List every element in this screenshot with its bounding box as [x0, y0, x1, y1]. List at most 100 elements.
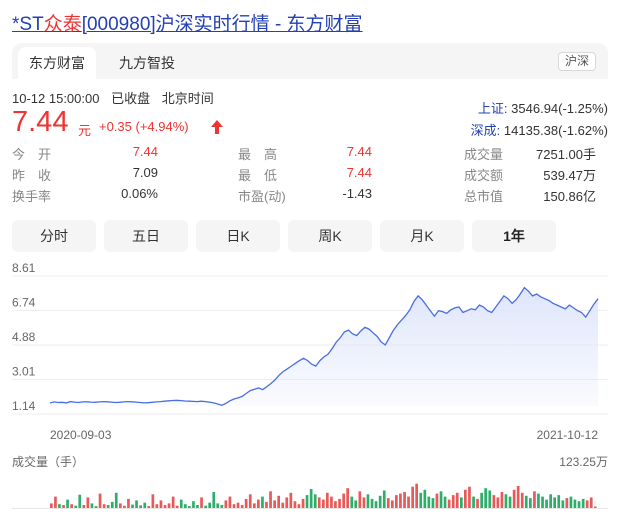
volume-bar	[309, 489, 313, 508]
stat-label: 最 高	[238, 147, 278, 162]
volume-bar	[419, 492, 423, 508]
y-tick-label: 3.01	[12, 365, 36, 379]
tab-intraday[interactable]: 分时	[12, 220, 96, 252]
volume-bar	[151, 494, 155, 508]
volume-bar	[533, 491, 536, 508]
stock-title-link[interactable]: *ST众泰[000980]沪深实时行情 - 东方财富	[12, 9, 363, 36]
tab-one-year[interactable]: 1年	[472, 220, 556, 252]
volume-bar	[139, 505, 142, 508]
stat-label: 今 开	[12, 147, 52, 162]
volume-bar	[240, 505, 244, 508]
volume-bar	[460, 497, 463, 508]
index-shenzhen: 深成: 14135.38(-1.62%)	[471, 120, 608, 139]
price-chart[interactable]: 8.61 6.74 4.88 3.01 1.14 2020-09-03 2021-10-…	[0, 258, 620, 444]
tab-weekly-k[interactable]: 周K	[288, 220, 372, 252]
volume-bar	[192, 501, 195, 508]
volume-bar	[208, 502, 211, 508]
stat-label: 总市值	[464, 189, 504, 204]
volume-bar	[561, 500, 565, 508]
volume-bar	[326, 492, 329, 508]
stats-row: 今 开 7.44 最 高 7.44 成交量 7251.00手	[12, 144, 608, 164]
index-shanghai-name[interactable]: 上证:	[477, 101, 508, 116]
volume-bar	[119, 503, 122, 508]
volume-bar	[293, 501, 297, 508]
stat-value: 7251.00手	[536, 147, 596, 162]
tab-monthly-k[interactable]: 月K	[380, 220, 464, 252]
volume-bar	[127, 498, 130, 508]
volume-bar	[431, 498, 435, 508]
title-highlight: 众泰	[43, 14, 82, 35]
volume-bar	[232, 504, 236, 508]
volume-bar	[354, 500, 358, 508]
volume-bar	[228, 496, 232, 508]
y-axis-ticks: 8.61 6.74 4.88 3.01 1.14	[12, 261, 36, 413]
index-shenzhen-value: 14135.38(-1.62%)	[503, 123, 608, 138]
y-tick-label: 8.61	[12, 261, 36, 275]
volume-bar	[50, 503, 53, 508]
volume-bar	[167, 503, 171, 508]
volume-bar	[200, 497, 203, 508]
volume-bar	[131, 504, 134, 508]
price-area	[50, 287, 598, 406]
volume-bar	[171, 496, 175, 508]
volume-bar	[504, 494, 508, 508]
stat-label: 成交量	[464, 147, 504, 162]
source-tab-bar: 东方财富 九方智投 沪深	[12, 43, 608, 79]
volume-bar	[391, 500, 394, 508]
volume-bar	[261, 496, 264, 508]
volume-bar	[212, 492, 216, 508]
volume-bar	[403, 492, 406, 508]
volume-bar	[399, 493, 402, 508]
stat-value: 150.86亿	[543, 189, 596, 204]
volume-bar	[427, 496, 431, 508]
volume-bar	[285, 497, 289, 508]
volume-bar	[184, 504, 187, 508]
volume-bar	[488, 490, 492, 508]
volume-bar	[257, 499, 260, 508]
volume-bar	[273, 500, 276, 508]
volume-bar	[480, 492, 483, 508]
volume-bar	[253, 503, 256, 508]
stat-label: 成交额	[464, 168, 504, 183]
stat-value: 7.09	[132, 165, 158, 180]
volume-bar	[110, 501, 114, 508]
volume-bar	[175, 505, 179, 508]
volume-bar	[248, 494, 252, 508]
volume-chart	[12, 483, 608, 509]
title-prefix: *ST	[12, 14, 44, 35]
market-state: 已收盘	[111, 91, 151, 106]
volume-bar	[346, 488, 349, 508]
volume-bar	[342, 493, 345, 508]
tab-eastmoney[interactable]: 东方财富	[18, 47, 96, 79]
volume-bar	[496, 497, 500, 508]
stat-value: 539.47万	[543, 168, 596, 183]
volume-bar	[370, 498, 374, 508]
volume-bar	[386, 498, 390, 508]
volume-bar	[439, 491, 443, 508]
volume-bar	[484, 488, 487, 508]
volume-bar	[330, 496, 333, 508]
volume-bar	[382, 490, 386, 508]
volume-bar	[451, 495, 455, 508]
x-axis-start-label: 2020-09-03	[50, 428, 112, 442]
volume-bar	[188, 506, 191, 508]
volume-bar	[70, 504, 73, 508]
volume-bar	[313, 494, 317, 508]
volume-bar	[411, 486, 414, 508]
volume-bar	[58, 504, 61, 508]
volume-bar	[66, 499, 69, 508]
index-shenzhen-name[interactable]: 深成:	[470, 123, 501, 138]
volume-bar	[468, 486, 471, 508]
volume-bar	[407, 496, 410, 508]
tab-daily-k[interactable]: 日K	[196, 220, 280, 252]
tab-jiufang[interactable]: 九方智投	[119, 55, 175, 71]
volume-bar	[155, 504, 159, 508]
volume-bar	[350, 496, 354, 508]
volume-bar	[78, 494, 82, 508]
stat-value: 7.44	[132, 144, 158, 159]
y-tick-label: 4.88	[12, 330, 36, 344]
tab-five-day[interactable]: 五日	[104, 220, 188, 252]
volume-bar	[508, 496, 512, 508]
stat-value: 0.06%	[121, 186, 158, 201]
volume-bar	[565, 498, 569, 508]
